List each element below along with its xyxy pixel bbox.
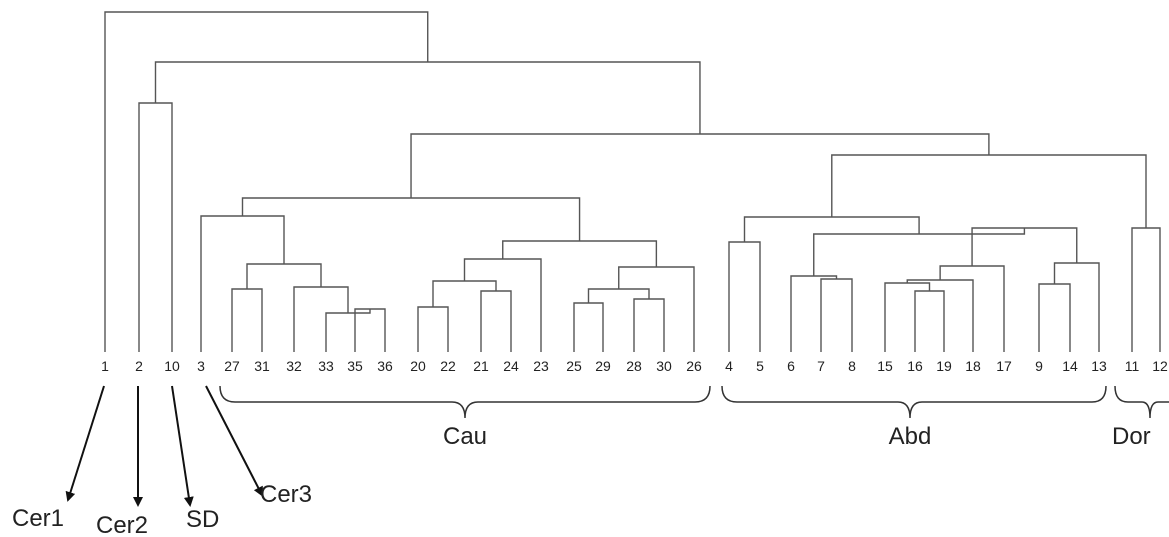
leaf-label-21: 21 — [473, 358, 489, 374]
leaf-label-2: 2 — [135, 358, 143, 374]
dendrogram-link — [728, 241, 761, 352]
leaf-label-1: 1 — [101, 358, 109, 374]
dendrogram-link — [743, 216, 920, 242]
leaf-label-29: 29 — [595, 358, 611, 374]
leaf-label-8: 8 — [848, 358, 856, 374]
group-label-abd: Abd — [889, 423, 932, 450]
dendrogram-link — [432, 280, 497, 307]
leaf-label-15: 15 — [877, 358, 893, 374]
annotation-label-cer3: Cer3 — [260, 481, 312, 508]
dendrogram-link — [154, 61, 701, 134]
leaf-label-9: 9 — [1035, 358, 1043, 374]
dendrogram-link — [354, 308, 386, 352]
brace-abd — [721, 385, 1107, 419]
dendrogram-link — [231, 288, 263, 352]
leaf-label-10: 10 — [164, 358, 180, 374]
brace-cau — [219, 385, 711, 419]
dendrogram-link — [104, 11, 429, 352]
leaf-label-20: 20 — [410, 358, 426, 374]
dendrogram-link — [1038, 283, 1071, 352]
leaf-label-5: 5 — [756, 358, 764, 374]
dendrogram-link — [200, 215, 285, 352]
leaf-label-25: 25 — [566, 358, 582, 374]
brace-dor — [1114, 385, 1169, 419]
leaf-labels: 1 2 10 3 27 31 32 33 35 36 20 22 21 24 23 25 29 28 30 26 4 5 6… — [101, 358, 1168, 374]
leaf-label-19: 19 — [936, 358, 952, 374]
annotation-label-sd: SD — [186, 506, 219, 533]
leaf-label-26: 26 — [686, 358, 702, 374]
dendrogram-link — [241, 197, 581, 241]
dendrogram-link — [633, 298, 665, 352]
dendrogram-link — [813, 228, 1026, 276]
leaf-label-22: 22 — [440, 358, 456, 374]
leaf-label-7: 7 — [817, 358, 825, 374]
annotation-label-cer2: Cer2 — [96, 512, 148, 537]
arrow-sd — [171, 385, 194, 507]
leaf-label-30: 30 — [656, 358, 672, 374]
annotation-label-cer1: Cer1 — [12, 505, 64, 532]
dendrogram-link — [1053, 262, 1100, 352]
dendrogram-link — [1131, 227, 1161, 352]
dendrogram-link — [246, 263, 322, 289]
leaf-label-33: 33 — [318, 358, 334, 374]
leaf-label-17: 17 — [996, 358, 1012, 374]
annotation-labels: Cer1 Cer2 SD Cer3 — [12, 481, 312, 537]
leaf-label-6: 6 — [787, 358, 795, 374]
dendrogram-link — [939, 265, 1005, 352]
group-labels: Cau Abd Dor — [443, 423, 1151, 450]
dendrogram-link — [325, 309, 371, 352]
leaf-label-31: 31 — [254, 358, 270, 374]
dendrogram-links — [104, 11, 1161, 352]
leaf-label-4: 4 — [725, 358, 733, 374]
dendrogram-link — [480, 290, 512, 352]
leaf-label-3: 3 — [197, 358, 205, 374]
dendrogram-link — [138, 102, 173, 352]
dendrogram-link — [502, 240, 658, 267]
dendrogram-link — [463, 258, 542, 352]
leaf-label-16: 16 — [907, 358, 923, 374]
annotation-arrows — [65, 385, 263, 507]
dendrogram-link — [884, 282, 931, 352]
leaf-label-23: 23 — [533, 358, 549, 374]
dendrogram-link — [293, 286, 349, 352]
group-label-dor: Dor — [1112, 423, 1151, 450]
dendrogram-link — [587, 288, 650, 303]
dendrogram-link — [914, 290, 945, 352]
group-braces — [219, 385, 1169, 419]
dendrogram-link — [820, 278, 853, 352]
group-label-cau: Cau — [443, 423, 487, 450]
leaf-label-12: 12 — [1152, 358, 1168, 374]
dendrogram-link — [618, 266, 695, 352]
leaf-label-14: 14 — [1062, 358, 1078, 374]
leaf-label-24: 24 — [503, 358, 519, 374]
leaf-label-32: 32 — [286, 358, 302, 374]
arrow-cer1 — [65, 385, 105, 502]
dendrogram-link — [790, 275, 838, 352]
leaf-label-18: 18 — [965, 358, 981, 374]
leaf-label-36: 36 — [377, 358, 393, 374]
arrow-cer3 — [205, 385, 263, 497]
dendrogram-link — [417, 306, 449, 352]
leaf-label-28: 28 — [626, 358, 642, 374]
dendrogram-link — [410, 133, 990, 198]
leaf-label-35: 35 — [347, 358, 363, 374]
leaf-label-13: 13 — [1091, 358, 1107, 374]
leaf-label-11: 11 — [1125, 358, 1140, 374]
leaf-label-27: 27 — [224, 358, 240, 374]
dendrogram-link — [573, 302, 604, 352]
